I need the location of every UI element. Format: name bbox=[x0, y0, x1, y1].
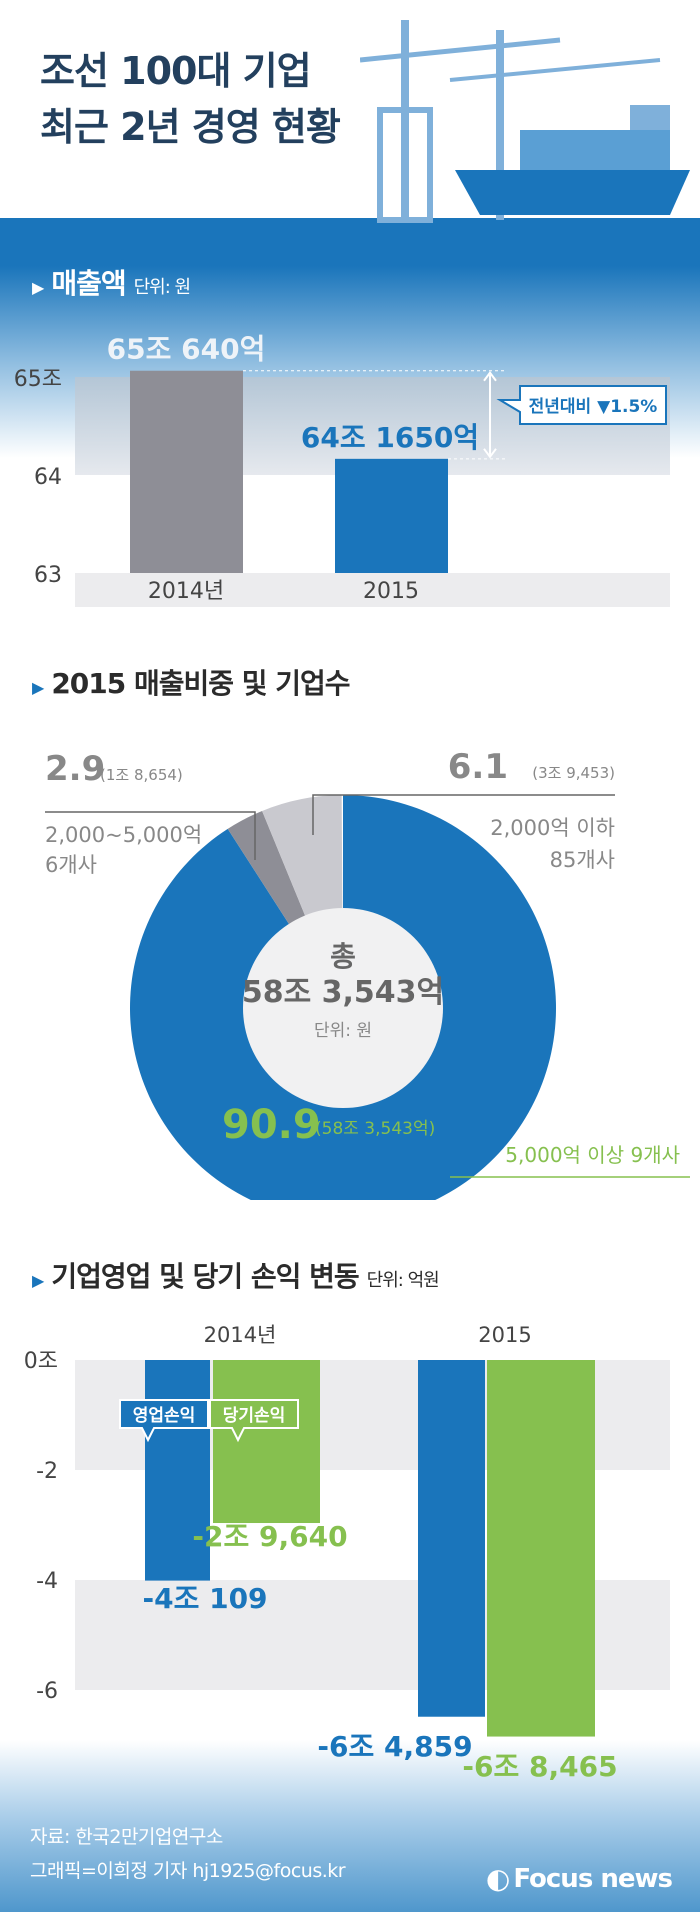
section-title: 기업영업 및 당기 손익 변동 bbox=[51, 1260, 359, 1293]
slice-desc: 2,000~5,000억 bbox=[45, 823, 202, 847]
logo-text: Focus news bbox=[513, 1863, 673, 1894]
donut-hole bbox=[243, 908, 443, 1108]
legend-label: 영업손익 bbox=[133, 1406, 196, 1426]
legend-callout bbox=[209, 1399, 299, 1443]
section-title: 2015 매출비중 및 기업수 bbox=[51, 667, 350, 700]
axis-band bbox=[75, 573, 670, 607]
slice-amount: (3조 9,453) bbox=[532, 764, 615, 782]
slice-amount: (1조 8,654) bbox=[100, 766, 183, 784]
bar-영업손익 bbox=[145, 1360, 210, 1581]
focus-news-logo: ◐ Focus news bbox=[485, 1862, 673, 1895]
source-text: 자료: 한국2만기업연구소 bbox=[30, 1826, 223, 1848]
data-label: -6조 8,465 bbox=[462, 1750, 617, 1783]
bar-2015 bbox=[335, 458, 448, 573]
title-line1: 조선 100대 기업 bbox=[40, 49, 312, 93]
triangle-icon: ▶ bbox=[32, 1271, 44, 1290]
arrow-heads-icon bbox=[483, 371, 497, 459]
bar-2014년 bbox=[130, 370, 243, 573]
y-tick-label: 63 bbox=[34, 563, 62, 588]
bar-당기손익 bbox=[213, 1360, 320, 1524]
x-tick-label: 2015 bbox=[363, 579, 419, 604]
crane-ship-illustration bbox=[360, 20, 690, 223]
triangle-icon: ▶ bbox=[32, 678, 44, 697]
y-tick-label: 65조 bbox=[14, 367, 62, 392]
section-title: 매출액 bbox=[51, 267, 126, 300]
slice-desc: 5,000억 이상 9개사 bbox=[505, 1143, 680, 1167]
triangle-icon: ▶ bbox=[32, 278, 44, 297]
legend-label: 당기손익 bbox=[223, 1406, 286, 1426]
x-tick-label: 2014년 bbox=[148, 579, 224, 604]
leader-line bbox=[45, 811, 256, 860]
data-label: -6조 4,859 bbox=[317, 1730, 472, 1763]
y-tick-label: -6 bbox=[36, 1679, 58, 1704]
data-label: 65조 640억 bbox=[107, 333, 266, 366]
slice-desc: 2,000억 이하 bbox=[490, 816, 615, 840]
x-tick-label: 2015 bbox=[478, 1323, 531, 1347]
data-label: -2조 9,640 bbox=[192, 1520, 347, 1553]
section-unit: 단위: 원 bbox=[133, 277, 191, 298]
section-unit: 단위: 억원 bbox=[366, 1270, 440, 1291]
credit-text: 그래픽=이희정 기자 hj1925@focus.kr bbox=[30, 1860, 346, 1882]
slice-label-2-9: 2.9 bbox=[45, 749, 105, 789]
slice-count: 85개사 bbox=[550, 848, 615, 872]
leader-line bbox=[312, 794, 615, 835]
sales-bar-chart: 65조 64 63 2014년 2015 65조 640억 64조 1650억 전년대비 ▼1… bbox=[14, 333, 670, 607]
slice-count: 6개사 bbox=[45, 853, 97, 877]
legend-callout bbox=[119, 1399, 209, 1443]
center-unit: 단위: 원 bbox=[314, 1021, 372, 1041]
bar-당기손익 bbox=[487, 1360, 595, 1737]
x-tick-label: 2014년 bbox=[204, 1323, 277, 1347]
center-label: 총 bbox=[330, 940, 356, 973]
center-total: 58조 3,543억 bbox=[242, 975, 444, 1010]
change-annotation: 전년대비 ▼1.5% bbox=[529, 397, 658, 417]
footer-background bbox=[0, 1740, 700, 1912]
y-tick-label: 64 bbox=[34, 465, 62, 490]
title-line2: 최근 2년 경영 현황 bbox=[40, 105, 341, 149]
logo-icon: ◐ bbox=[485, 1862, 510, 1895]
slice-label-6-1: 6.1 bbox=[448, 747, 508, 787]
y-tick-label: -4 bbox=[36, 1569, 58, 1594]
bar-영업손익 bbox=[418, 1360, 485, 1717]
profit-bar-chart: 0조 -2 -4 -6 2014년 2015 -4조 109 -6조 4,859 -2조 9,6… bbox=[24, 1323, 670, 1783]
y-tick-label: -2 bbox=[36, 1459, 58, 1484]
data-label: 64조 1650억 bbox=[301, 421, 479, 454]
section-heading-share: ▶ 2015 매출비중 및 기업수 bbox=[32, 662, 351, 702]
section-heading-profit: ▶ 기업영업 및 당기 손익 변동 단위: 억원 bbox=[32, 1255, 440, 1295]
callout-box bbox=[496, 385, 667, 425]
data-label: -4조 109 bbox=[142, 1582, 267, 1615]
slice-label-90-9: 90.9 bbox=[222, 1102, 321, 1148]
y-tick-label: 0조 bbox=[24, 1349, 58, 1374]
section-heading-sales: ▶ 매출액 단위: 원 bbox=[32, 262, 191, 302]
slice-amount: (58조 3,543억) bbox=[315, 1119, 435, 1139]
